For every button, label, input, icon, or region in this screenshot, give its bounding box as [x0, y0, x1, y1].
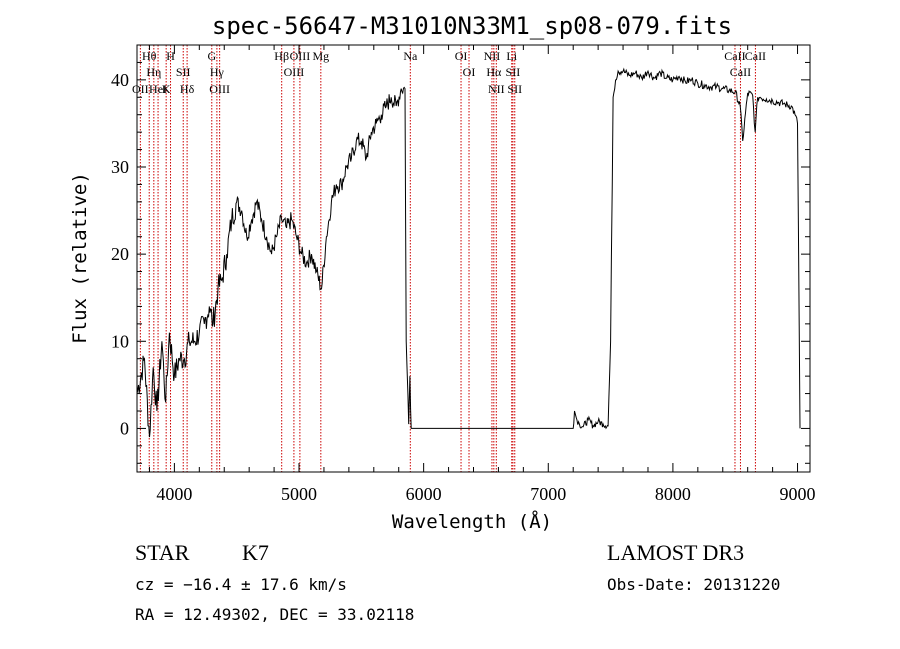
line-label-7: Hδ: [180, 82, 195, 96]
line-label-3: HeI: [149, 82, 167, 96]
line-label-16: OI: [455, 49, 468, 63]
object-class: STAR: [135, 540, 190, 565]
x-axis-ticks: 4000 5000 6000 7000 8000 9000: [148, 45, 816, 504]
y-tick-label-0: 0: [120, 418, 129, 438]
y-tick-label-1: 10: [111, 331, 129, 351]
radec-readout: RA = 12.49302, DEC = 33.02118: [135, 605, 414, 624]
y-tick-label-3: 30: [111, 157, 129, 177]
y-tick-label-4: 40: [111, 70, 129, 90]
line-label-20: NII: [488, 82, 505, 96]
x-tick-label-4: 8000: [655, 484, 691, 504]
line-label-4: K: [162, 82, 171, 96]
line-label-0: Hθ: [142, 49, 157, 63]
x-tick-label-5: 9000: [780, 484, 816, 504]
emission-line-markers: [139, 45, 756, 472]
x-tick-label-2: 6000: [406, 484, 442, 504]
spectrum-series-line: [136, 67, 801, 438]
survey-label: LAMOST DR3: [607, 540, 744, 565]
line-label-21: Li: [506, 49, 517, 63]
x-tick-label-1: 5000: [281, 484, 317, 504]
x-tick-label-0: 4000: [156, 484, 192, 504]
line-label-19: Hα: [486, 65, 502, 79]
line-label-24: CaII: [724, 49, 745, 63]
line-label-8: G: [207, 49, 216, 63]
y-axis-title: Flux (relative): [69, 172, 91, 344]
line-label-26: CaII: [745, 49, 766, 63]
line-label-23: SII: [507, 82, 522, 96]
chart-title: spec-56647-M31010N33M1_sp08-079.fits: [212, 12, 732, 40]
line-label-10: OIII: [209, 82, 230, 96]
redshift-readout: cz = −16.4 ± 17.6 km/s: [135, 575, 347, 594]
line-label-11: Hβ: [274, 49, 289, 63]
line-label-25: CaII: [730, 65, 751, 79]
y-axis-ticks: 0 10 20 30 40: [111, 61, 810, 464]
plot-frame: [136, 44, 811, 473]
line-label-14: Mg: [312, 49, 329, 63]
x-tick-label-3: 7000: [530, 484, 566, 504]
line-label-15: Na: [403, 49, 418, 63]
line-label-17: OI: [463, 65, 476, 79]
obs-date-readout: Obs-Date: 20131220: [607, 575, 780, 594]
object-subclass: K7: [242, 540, 269, 565]
line-label-6: SII: [176, 65, 191, 79]
line-label-9: Hγ: [210, 65, 225, 79]
line-label-12: OIII: [284, 65, 305, 79]
x-axis-title: Wavelength (Å): [392, 510, 552, 533]
line-label-1: Hη: [146, 65, 161, 79]
y-tick-label-2: 20: [111, 244, 129, 264]
line-label-5: H: [166, 49, 175, 63]
line-label-22: SII: [506, 65, 521, 79]
line-label-18: NII: [484, 49, 501, 63]
line-label-2: OII: [132, 82, 149, 96]
line-label-13: OIII: [290, 49, 311, 63]
